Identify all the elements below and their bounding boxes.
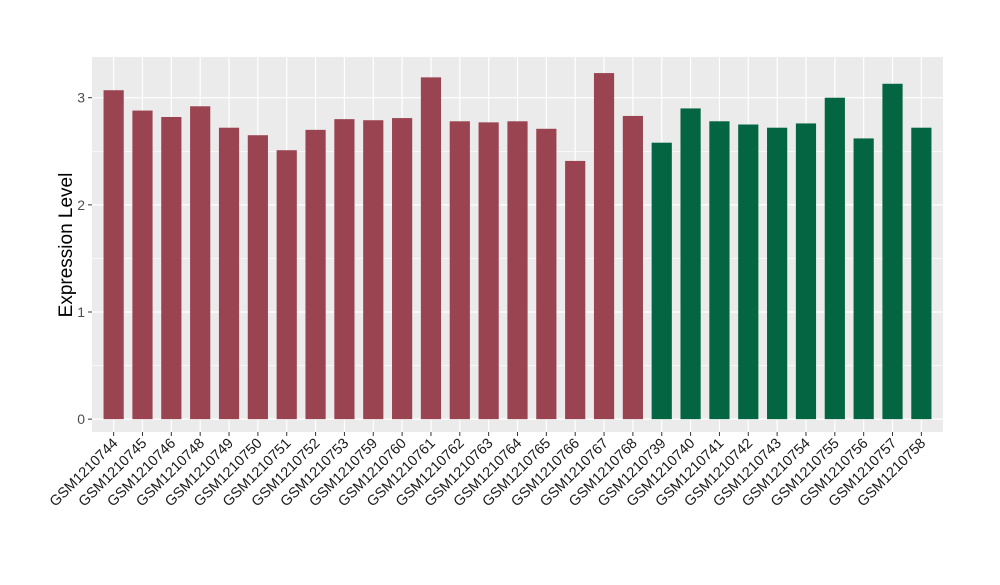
y-axis-label: Expression Level <box>56 173 77 318</box>
bar-GSM1210756 <box>853 138 874 420</box>
bar-GSM1210765 <box>536 128 557 420</box>
x-axis: GSM1210744GSM1210745GSM1210746GSM1210748… <box>47 432 929 510</box>
bar-GSM1210763 <box>478 122 499 420</box>
bar-GSM1210743 <box>767 127 788 420</box>
bar-GSM1210755 <box>824 97 845 420</box>
bar-GSM1210758 <box>911 127 932 420</box>
bar-GSM1210744 <box>103 90 124 420</box>
bar-GSM1210749 <box>218 127 240 420</box>
bar-GSM1210767 <box>593 73 615 420</box>
bar-GSM1210750 <box>247 135 268 420</box>
bar-GSM1210746 <box>161 117 182 420</box>
bar-GSM1210745 <box>132 110 153 420</box>
bar-GSM1210740 <box>680 108 701 420</box>
bar-GSM1210764 <box>507 121 528 420</box>
bar-GSM1210748 <box>190 106 211 420</box>
bar-GSM1210759 <box>363 120 384 420</box>
bar-GSM1210751 <box>276 150 297 420</box>
bar-GSM1210762 <box>449 121 470 420</box>
bar-GSM1210741 <box>709 121 730 420</box>
bar-GSM1210766 <box>565 160 586 420</box>
bar-GSM1210752 <box>305 129 326 420</box>
bar-GSM1210739 <box>651 142 672 420</box>
y-tick-label: 0 <box>77 411 85 427</box>
bar-GSM1210768 <box>622 115 643 420</box>
y-tick-label: 1 <box>77 304 85 320</box>
bars <box>103 73 932 420</box>
bar-GSM1210753 <box>334 119 355 420</box>
bar-GSM1210742 <box>738 124 759 420</box>
bar-GSM1210760 <box>392 118 413 420</box>
bar-GSM1210754 <box>795 123 817 420</box>
bar-GSM1210761 <box>420 77 442 420</box>
y-axis: 0 1 2 3 <box>77 90 92 427</box>
y-tick-label: 2 <box>77 197 85 213</box>
bar-GSM1210757 <box>882 83 903 420</box>
y-tick-label: 3 <box>77 90 85 106</box>
